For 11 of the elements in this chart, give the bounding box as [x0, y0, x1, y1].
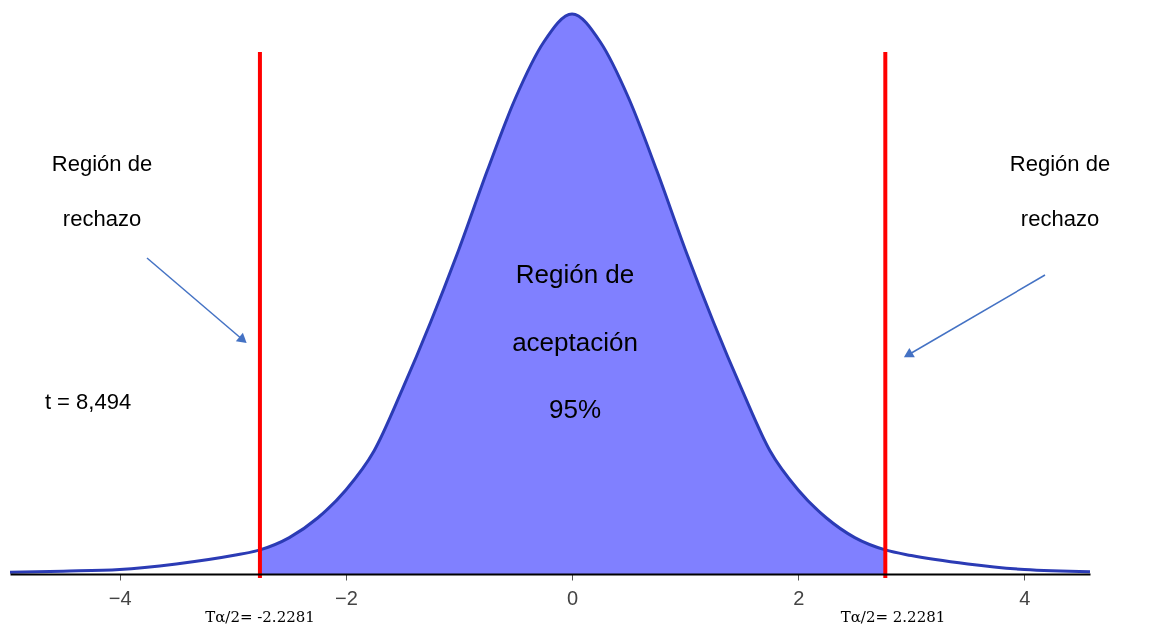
text: Región de aceptación 95% [512, 259, 638, 425]
text: Tα/2= 2.2281 [840, 608, 946, 626]
annotation: t = 8,494 [44, 389, 132, 414]
x-tick-label: 0 [566, 586, 579, 609]
text: Región de rechazo [51, 151, 153, 231]
text: Tα/2= -2.2281 [205, 608, 315, 626]
text: Región de rechazo [1009, 151, 1111, 231]
x-tick-label: −4 [108, 586, 132, 609]
x-tick-label: 4 [1019, 586, 1031, 609]
x-tick-label: −2 [334, 586, 358, 609]
x-tick-label: 2 [793, 586, 805, 609]
